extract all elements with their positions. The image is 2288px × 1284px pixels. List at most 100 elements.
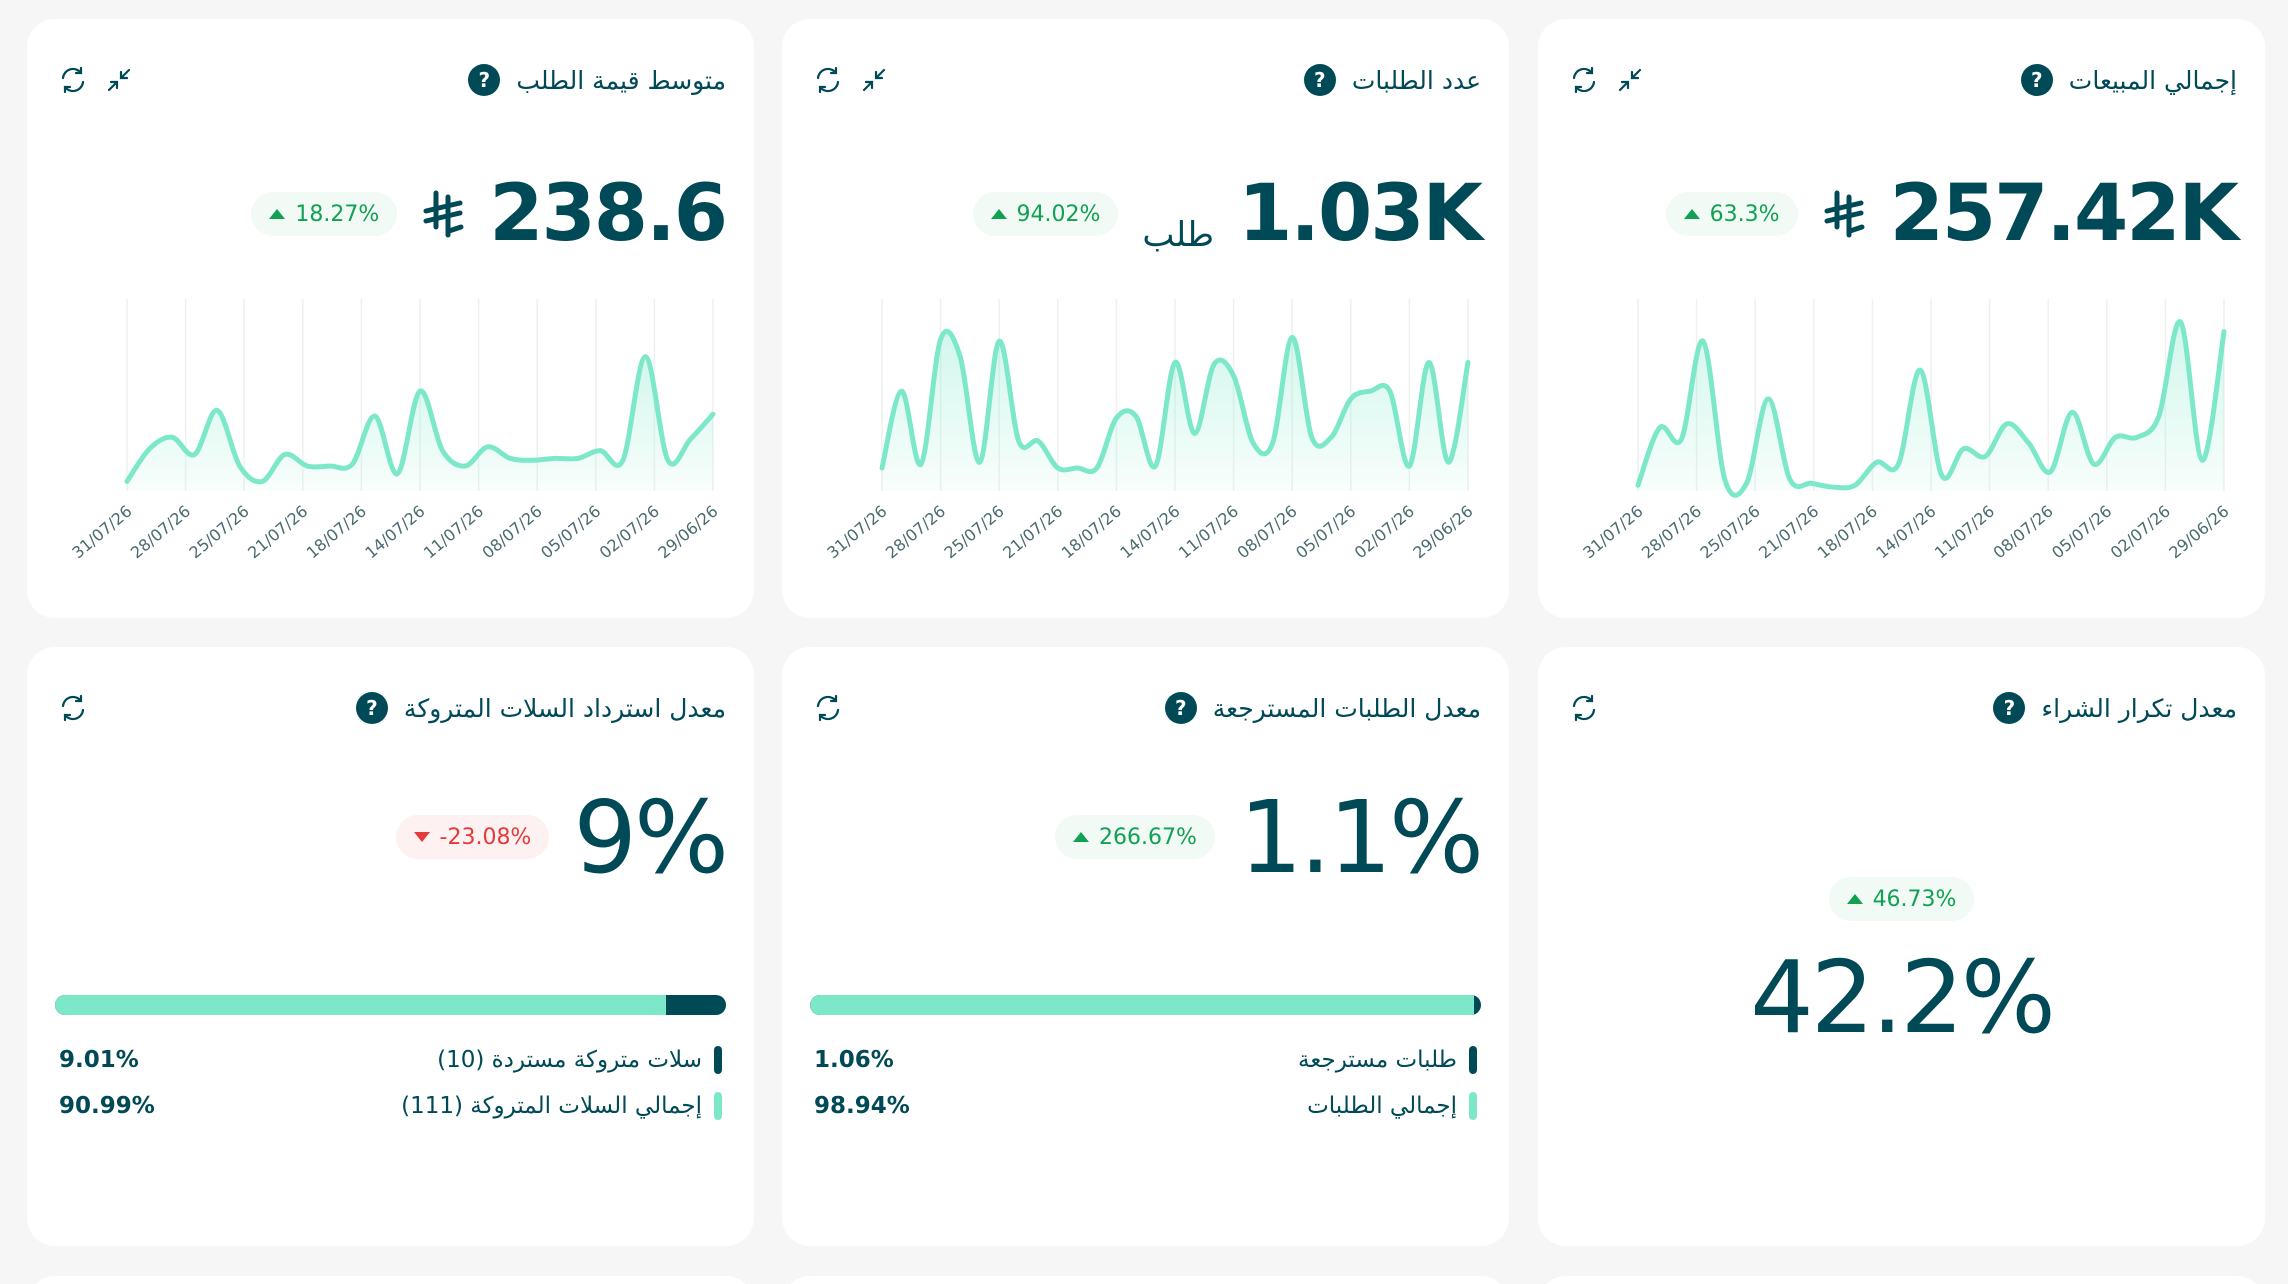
- x-tick-label: 11/07/26: [1931, 502, 1998, 563]
- x-tick-label: 31/07/26: [823, 502, 890, 563]
- metric-row: 1.1% 266.67%: [1055, 779, 1484, 896]
- avg-order-value-card: متوسط قيمة الطلب ? 238.6 18.27% 31/07/26…: [27, 19, 754, 618]
- help-icon[interactable]: ?: [1164, 692, 1197, 724]
- legend-label: إجمالي الطلبات: [1307, 1093, 1457, 1119]
- x-tick-label: 18/07/26: [1814, 502, 1881, 563]
- title-wrap: معدل استرداد السلات المتروكة ?: [355, 692, 726, 724]
- refresh-icon[interactable]: [812, 692, 844, 724]
- card-title: معدل استرداد السلات المتروكة: [403, 693, 726, 723]
- x-tick-label: 02/07/26: [596, 502, 663, 563]
- legend-swatch: [1469, 1092, 1477, 1120]
- repeat-purchase-card: معدل تكرار الشراء ? 46.73% 42.2%: [1538, 647, 2265, 1246]
- metric-row: 238.6 18.27%: [251, 159, 728, 269]
- x-tick-label: 18/07/26: [1058, 502, 1125, 563]
- legend-row: سلات متروكة مستردة (10) 9.01%: [59, 1043, 722, 1077]
- abandoned-recovery-card: معدل استرداد السلات المتروكة ? 9% -23.08…: [27, 647, 754, 1246]
- x-tick-label: 02/07/26: [1351, 502, 1418, 563]
- x-tick-label: 31/07/26: [1579, 502, 1646, 563]
- metric-value: 42.2%: [1750, 939, 2056, 1056]
- card-tools: [812, 64, 890, 96]
- refresh-icon[interactable]: [812, 64, 844, 96]
- x-tick-label: 29/06/26: [654, 502, 721, 563]
- x-tick-label: 05/07/26: [2048, 502, 2115, 563]
- metric-value: 238.6: [489, 169, 728, 259]
- change-value: 94.02%: [1016, 201, 1101, 227]
- x-tick-label: 28/07/26: [127, 502, 194, 563]
- avg-order-trend-chart: 31/07/2628/07/2625/07/2621/07/2618/07/26…: [68, 299, 722, 563]
- x-tick-label: 11/07/26: [1175, 502, 1242, 563]
- title-wrap: معدل الطلبات المسترجعة ?: [1164, 692, 1481, 724]
- card-header: معدل الطلبات المسترجعة ?: [812, 687, 1481, 729]
- refresh-icon[interactable]: [57, 64, 89, 96]
- card-tools: [57, 692, 89, 724]
- legend-item: إجمالي السلات المتروكة (111): [401, 1092, 722, 1120]
- legend-label: إجمالي السلات المتروكة (111): [401, 1093, 702, 1119]
- legend-pct: 9.01%: [59, 1047, 139, 1073]
- card-title: معدل الطلبات المسترجعة: [1212, 693, 1481, 723]
- total-sales-card: إجمالي المبيعات ? 257.42K 63.3% 31/07/26…: [1538, 19, 2265, 618]
- collapse-arrows-icon[interactable]: [1614, 64, 1646, 96]
- change-badge: 94.02%: [972, 192, 1119, 236]
- orders-trend-chart: 31/07/2628/07/2625/07/2621/07/2618/07/26…: [823, 299, 1477, 563]
- card-partial: [782, 1276, 1509, 1284]
- x-tick-label: 08/07/26: [1990, 502, 2057, 563]
- legend-row: طلبات مسترجعة 1.06%: [814, 1043, 1477, 1077]
- x-tick-label: 25/07/26: [186, 502, 253, 563]
- refresh-icon[interactable]: [57, 692, 89, 724]
- legend-item: طلبات مسترجعة: [1298, 1046, 1477, 1074]
- metric-value: 257.42K: [1889, 169, 2239, 259]
- x-tick-label: 21/07/26: [1755, 502, 1822, 563]
- legend-item: إجمالي الطلبات: [1307, 1092, 1477, 1120]
- card-title: إجمالي المبيعات: [2068, 65, 2237, 95]
- order-count-card: عدد الطلبات ? 1.03K طلب 94.02% 31/07/26 2…: [782, 19, 1509, 618]
- help-icon[interactable]: ?: [2020, 64, 2053, 96]
- legend-item: سلات متروكة مستردة (10): [437, 1046, 722, 1074]
- card-tools: [1568, 64, 1646, 96]
- riyal-icon: [1824, 190, 1865, 238]
- help-icon[interactable]: ?: [468, 64, 501, 96]
- card-tools: [812, 692, 844, 724]
- card-header: عدد الطلبات ?: [812, 59, 1481, 101]
- collapse-arrows-icon[interactable]: [103, 64, 135, 96]
- card-header: متوسط قيمة الطلب ?: [57, 59, 726, 101]
- help-icon[interactable]: ?: [355, 692, 388, 724]
- x-tick-label: 28/07/26: [882, 502, 949, 563]
- sales-trend-chart: 31/07/2628/07/2625/07/2621/07/2618/07/26…: [1579, 299, 2233, 563]
- x-tick-label: 31/07/26: [68, 502, 135, 563]
- refresh-icon[interactable]: [1568, 64, 1600, 96]
- series-area: [127, 356, 713, 491]
- metric-value: 1.03K: [1238, 169, 1483, 259]
- x-tick-label: 21/07/26: [999, 502, 1066, 563]
- change-badge: -23.08%: [395, 815, 550, 859]
- legend-row: إجمالي الطلبات 98.94%: [814, 1089, 1477, 1123]
- series-area: [1638, 321, 2224, 496]
- legend-row: إجمالي السلات المتروكة (111) 90.99%: [59, 1089, 722, 1123]
- card-title: عدد الطلبات: [1351, 65, 1481, 95]
- x-tick-label: 08/07/26: [1234, 502, 1301, 563]
- x-tick-label: 28/07/26: [1638, 502, 1705, 563]
- center-metric: 46.73% 42.2%: [1538, 877, 2265, 1056]
- trend-up-icon: [990, 209, 1007, 219]
- change-value: -23.08%: [439, 824, 532, 850]
- x-tick-label: 25/07/26: [941, 502, 1008, 563]
- x-tick-label: 29/06/26: [2165, 502, 2232, 563]
- refresh-icon[interactable]: [1568, 692, 1600, 724]
- progress-bar: [810, 995, 1481, 1015]
- collapse-arrows-icon[interactable]: [858, 64, 890, 96]
- x-tick-label: 08/07/26: [479, 502, 546, 563]
- card-partial: [27, 1276, 754, 1284]
- change-value: 46.73%: [1872, 886, 1957, 912]
- card-partial: [1538, 1276, 2265, 1284]
- change-value: 18.27%: [295, 201, 380, 227]
- riyal-icon: [423, 190, 464, 238]
- trend-up-icon: [269, 209, 286, 219]
- metric-value: 9%: [573, 778, 729, 896]
- series-line: [1635, 319, 2227, 498]
- help-icon[interactable]: ?: [1993, 692, 2026, 724]
- progress-fill: [810, 995, 1474, 1015]
- trend-down-icon: [413, 832, 430, 842]
- help-icon[interactable]: ?: [1303, 64, 1336, 96]
- change-badge: 266.67%: [1055, 815, 1215, 859]
- x-tick-label: 05/07/26: [537, 502, 604, 563]
- series-line: [124, 354, 716, 485]
